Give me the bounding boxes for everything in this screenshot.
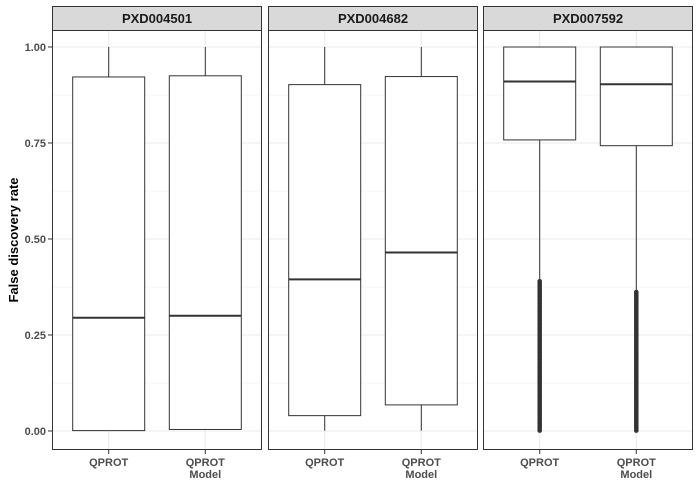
x-tick-label: QPROT <box>617 457 656 469</box>
box-body <box>168 75 242 430</box>
x-tick-label: Model <box>189 469 221 481</box>
y-axis-title: False discovery rate <box>6 177 21 302</box>
outlier-points <box>634 289 639 433</box>
x-tick-label: QPROT <box>305 457 344 469</box>
x-tick-label: Model <box>620 469 652 481</box>
x-tick-label: QPROT <box>402 457 441 469</box>
x-tick-label: QPROT <box>520 457 559 469</box>
box-qprot_model <box>384 47 458 431</box>
facet-strip <box>483 6 693 31</box>
box-body <box>72 76 146 432</box>
facet-title: PXD007592 <box>553 11 623 26</box>
box-qprot <box>72 47 146 432</box>
facet-title: PXD004682 <box>338 11 408 26</box>
y-tick-label: 0.25 <box>25 330 46 342</box>
y-tick-label: 0.75 <box>25 138 46 150</box>
x-tick-label: QPROT <box>186 457 225 469</box>
x-tick-label: Model <box>405 469 437 481</box>
y-tick-label: 0.00 <box>25 426 46 438</box>
outlier-points <box>537 278 542 433</box>
box-qprot <box>503 46 577 433</box>
box-body <box>384 76 458 406</box>
box-qprot_model <box>599 46 673 433</box>
facet-strip <box>268 6 478 31</box>
box-qprot_model <box>168 47 242 430</box>
facet-strip <box>52 6 262 31</box>
box-body <box>599 46 673 147</box>
box-body <box>288 84 362 417</box>
y-tick-label: 1.00 <box>25 42 46 54</box>
outlier-point <box>537 278 542 284</box>
box-body <box>503 46 577 141</box>
box-qprot <box>288 47 362 431</box>
y-tick-label: 0.50 <box>25 234 46 246</box>
outlier-point <box>634 289 639 295</box>
y-axis: 0.00 0.25 0.50 0.75 1.00 <box>25 42 52 438</box>
facet-title: PXD004501 <box>122 11 192 26</box>
x-tick-label: QPROT <box>89 457 128 469</box>
